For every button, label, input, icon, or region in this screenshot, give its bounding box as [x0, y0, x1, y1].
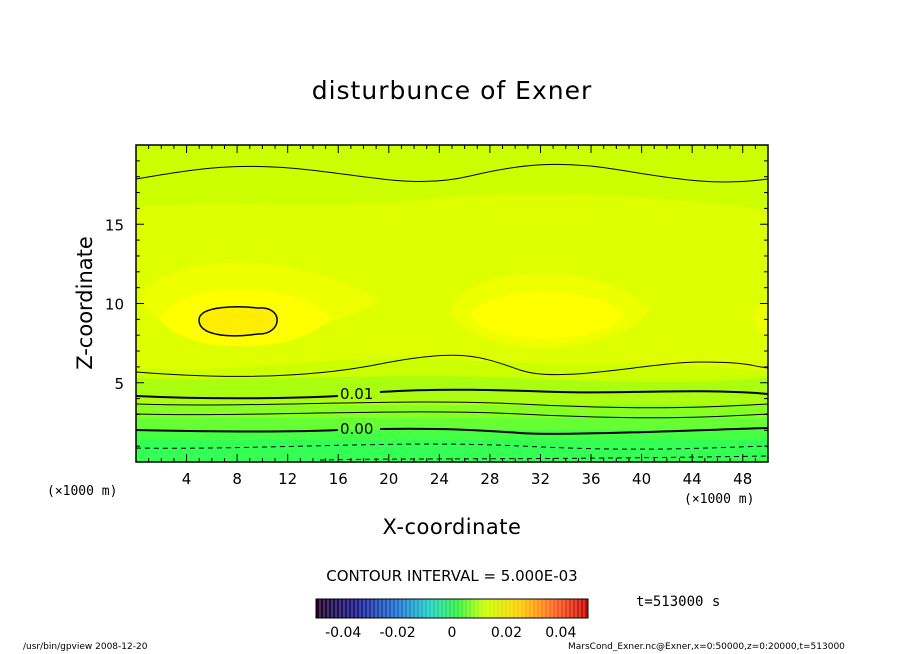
x-tick-label: 12 — [278, 470, 297, 488]
x-tick-label: 24 — [430, 470, 449, 488]
x-tick-label: 36 — [581, 470, 600, 488]
colorbar-tick-label: -0.04 — [325, 625, 361, 641]
contour-label-0.00: 0.00 — [340, 420, 373, 438]
contour-plot-area — [136, 145, 768, 462]
x-tick-label: 44 — [683, 470, 702, 488]
x-tick-label: 4 — [182, 470, 192, 488]
colorbar-tick-label: 0.04 — [545, 625, 576, 641]
x-axis: 4 8 12 16 20 24 28 32 36 40 44 48 — [148, 145, 756, 488]
y-tick-label: 5 — [114, 375, 124, 393]
contour-interval-label: CONTOUR INTERVAL = 5.000E-03 — [326, 567, 578, 585]
y-axis-label: Z-coordinate — [73, 236, 97, 370]
x-tick-label: 40 — [632, 470, 651, 488]
x-axis-unit: (×1000 m) — [684, 492, 755, 507]
y-tick-label: 15 — [105, 216, 124, 234]
footer-right: MarsCond_Exner.nc@Exner,x=0:50000,z=0:20… — [568, 642, 845, 652]
colorbar-tick-label: 0.02 — [491, 625, 522, 641]
x-axis-label: X-coordinate — [382, 515, 522, 539]
x-tick-label: 48 — [733, 470, 752, 488]
colorbar-tick-label: 0 — [448, 625, 457, 641]
colorbar-tick-label: -0.02 — [379, 625, 415, 641]
x-tick-label: 32 — [531, 470, 550, 488]
chart-title: disturbunce of Exner — [311, 76, 593, 105]
x-tick-label: 16 — [329, 470, 348, 488]
x-tick-label: 28 — [480, 470, 499, 488]
y-tick-label: 10 — [105, 296, 124, 314]
colorbar: -0.04 -0.02 0 0.02 0.04 — [315, 598, 589, 641]
x-tick-label: 8 — [232, 470, 242, 488]
footer-left: /usr/bin/gpview 2008-12-20 — [23, 642, 148, 652]
y-axis: 5 10 15 — [105, 160, 768, 447]
y-axis-unit: (×1000 m) — [47, 484, 118, 499]
x-tick-label: 20 — [379, 470, 398, 488]
time-label: t=513000 s — [636, 594, 721, 610]
contour-label-0.01: 0.01 — [340, 385, 373, 403]
